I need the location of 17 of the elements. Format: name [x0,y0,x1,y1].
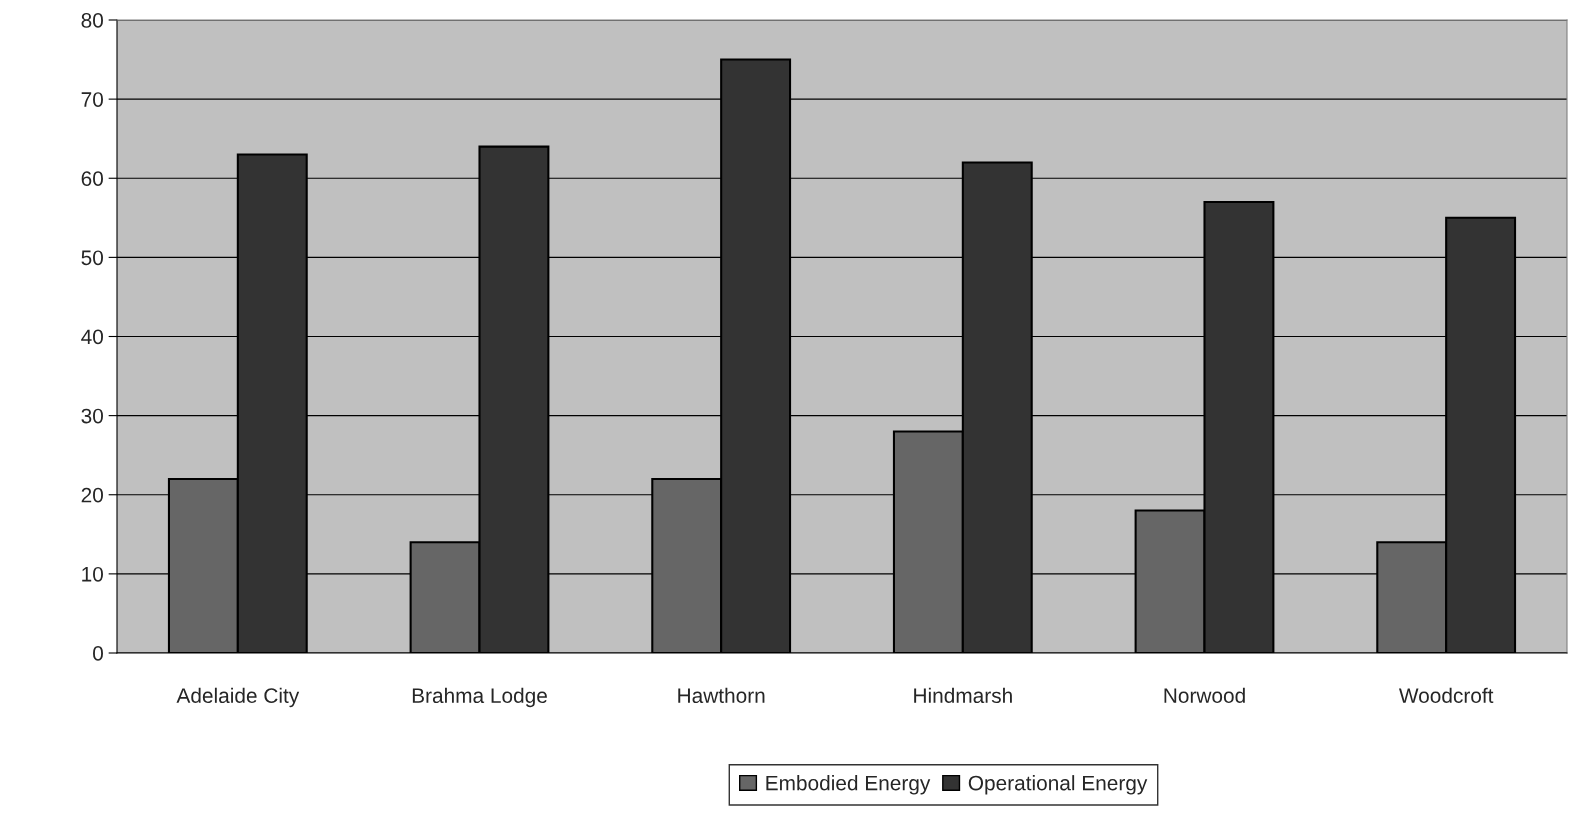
x-tick-label: Hawthorn [678,687,765,704]
legend-label: Embodied Energy [766,775,931,795]
y-tick-label: 60 [81,171,103,186]
y-tick-label: 0 [93,646,103,661]
x-tick-label: Hindmarsh [914,687,1012,704]
legend-label: Operational Energy [968,775,1148,795]
y-tick-label: 30 [81,408,103,424]
y-tick-label: 40 [81,329,103,345]
y-tick-label: 70 [81,92,103,107]
y-tick-label: 20 [81,487,103,503]
y-tick-label: 10 [82,566,103,582]
x-tick-label: Adelaide City [176,687,300,708]
x-tick-label: Woodcroft [1398,687,1494,704]
x-tick-label: Brahma Lodge [412,687,547,708]
y-tick-label: 50 [81,250,103,266]
x-tick-label: Norwood [1164,687,1245,704]
y-tick-label: 80 [81,13,103,28]
